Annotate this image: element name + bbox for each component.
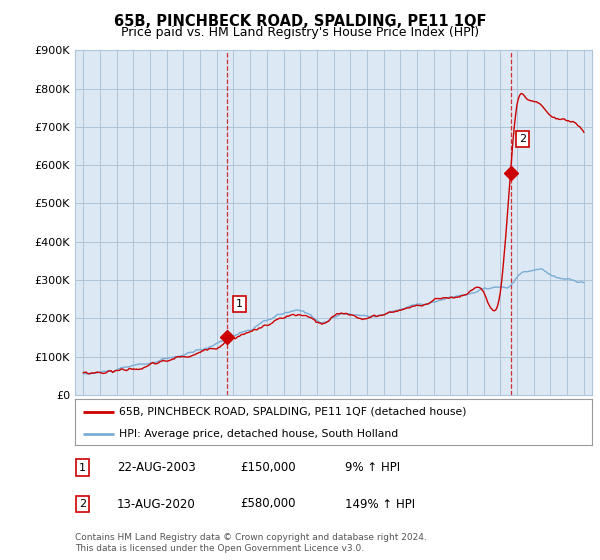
Text: HPI: Average price, detached house, South Holland: HPI: Average price, detached house, Sout… [119,429,398,438]
Text: 22-AUG-2003: 22-AUG-2003 [117,461,196,474]
Text: 2: 2 [519,134,526,144]
Text: 1: 1 [236,299,243,309]
Text: Contains HM Land Registry data © Crown copyright and database right 2024.
This d: Contains HM Land Registry data © Crown c… [75,533,427,553]
Text: Price paid vs. HM Land Registry's House Price Index (HPI): Price paid vs. HM Land Registry's House … [121,26,479,39]
Text: 13-AUG-2020: 13-AUG-2020 [117,497,196,511]
Text: 65B, PINCHBECK ROAD, SPALDING, PE11 1QF (detached house): 65B, PINCHBECK ROAD, SPALDING, PE11 1QF … [119,407,466,417]
Text: £580,000: £580,000 [240,497,296,511]
Text: 149% ↑ HPI: 149% ↑ HPI [345,497,415,511]
Text: 9% ↑ HPI: 9% ↑ HPI [345,461,400,474]
Text: 2: 2 [79,499,86,509]
Text: £150,000: £150,000 [240,461,296,474]
Text: 65B, PINCHBECK ROAD, SPALDING, PE11 1QF: 65B, PINCHBECK ROAD, SPALDING, PE11 1QF [114,14,486,29]
Text: 1: 1 [79,463,86,473]
